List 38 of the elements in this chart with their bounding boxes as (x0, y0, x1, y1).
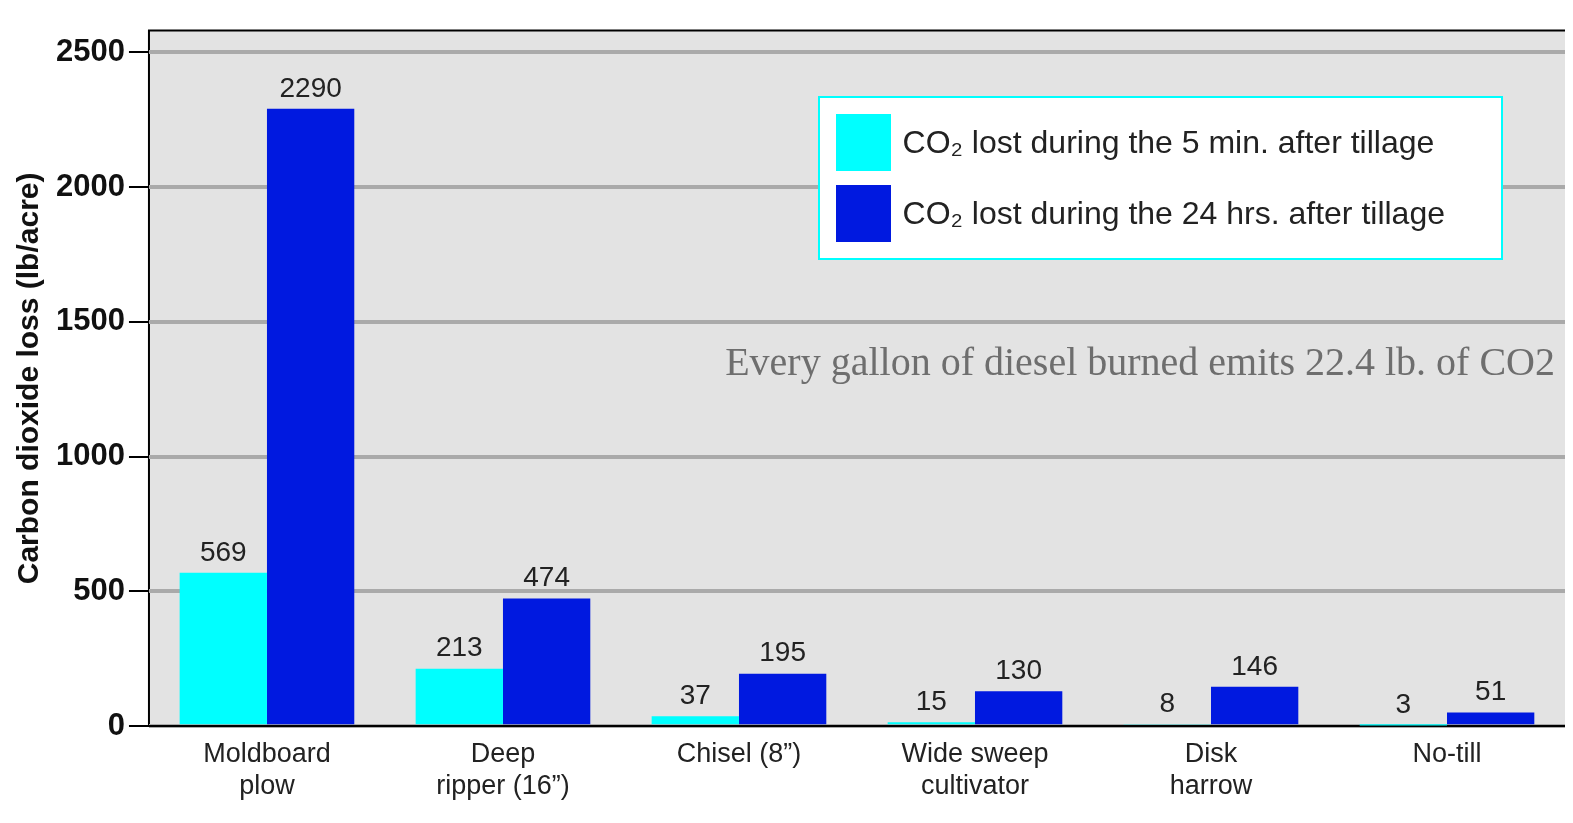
annotation: Every gallon of diesel burned emits 22.4 lb. of CO2 (725, 338, 1555, 384)
data-label: 213 (435, 631, 483, 663)
y-tick-label: 1000 (55, 437, 125, 473)
bar (1210, 686, 1299, 725)
data-label: 2290 (279, 71, 342, 103)
data-label: 146 (1231, 649, 1279, 681)
data-label: 8 (1159, 686, 1176, 718)
bar (266, 108, 355, 725)
y-tick-label: 0 (107, 706, 125, 742)
bar (651, 716, 739, 725)
bar (738, 673, 827, 725)
legend-label: CO₂ lost during the 24 hrs. after tillage (902, 195, 1445, 232)
x-tick-label: Deep ripper (16”) (436, 737, 570, 801)
bar (415, 668, 503, 725)
data-label: 130 (995, 653, 1043, 685)
data-label: 51 (1475, 675, 1507, 707)
bar (887, 722, 975, 725)
data-label: 3 (1395, 688, 1412, 720)
bar (179, 572, 267, 725)
y-tick-label: 2500 (55, 32, 125, 68)
x-tick-label: Chisel (8”) (676, 737, 802, 768)
data-label: 37 (679, 678, 711, 710)
bar (502, 598, 591, 725)
bar (1447, 712, 1535, 725)
x-tick-label: Disk harrow (1169, 737, 1253, 801)
legend-label: CO₂ lost during the 5 min. after tillage (902, 124, 1435, 161)
data-label: 569 (199, 535, 247, 567)
data-label: 195 (759, 636, 806, 668)
y-tick-label: 2000 (55, 167, 125, 203)
y-tick-label: 1500 (55, 302, 125, 338)
bar (974, 691, 1063, 725)
y-axis-title: Carbon dioxide loss (lb/acre) (11, 172, 45, 585)
y-tick-label: 500 (73, 571, 125, 607)
data-label: 15 (915, 684, 947, 716)
x-tick-label: Moldboard plow (203, 737, 331, 801)
x-tick-label: Wide sweep cultivator (901, 737, 1049, 801)
data-label: 474 (523, 561, 570, 593)
x-tick-label: No-till (1412, 737, 1482, 768)
